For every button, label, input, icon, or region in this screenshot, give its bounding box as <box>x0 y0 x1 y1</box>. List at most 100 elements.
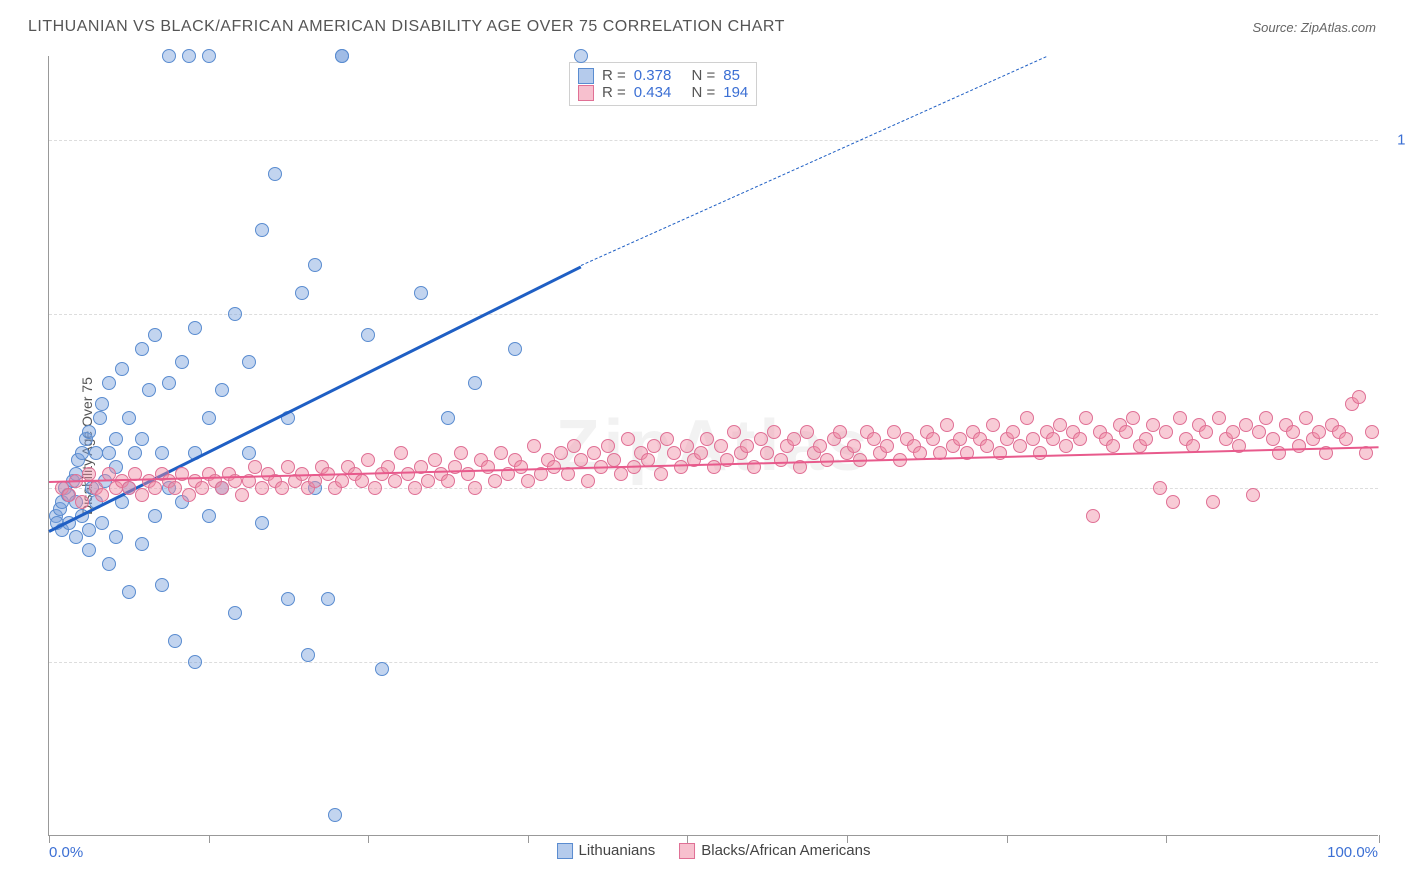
scatter-marker <box>168 634 182 648</box>
scatter-marker <box>1006 425 1020 439</box>
scatter-marker <box>494 446 508 460</box>
scatter-marker <box>667 446 681 460</box>
scatter-marker <box>1206 495 1220 509</box>
scatter-marker <box>787 432 801 446</box>
legend-item: Blacks/African Americans <box>679 842 870 859</box>
scatter-marker <box>242 355 256 369</box>
scatter-marker <box>1239 418 1253 432</box>
scatter-marker <box>441 411 455 425</box>
scatter-marker <box>82 467 96 481</box>
scatter-marker <box>694 446 708 460</box>
scatter-marker <box>248 460 262 474</box>
n-label: N = <box>691 84 715 101</box>
scatter-marker <box>162 376 176 390</box>
scatter-marker <box>1086 509 1100 523</box>
scatter-marker <box>255 516 269 530</box>
scatter-marker <box>335 49 349 63</box>
scatter-marker <box>554 446 568 460</box>
scatter-marker <box>1139 432 1153 446</box>
scatter-marker <box>375 662 389 676</box>
scatter-marker <box>242 446 256 460</box>
scatter-marker <box>587 446 601 460</box>
scatter-marker <box>647 439 661 453</box>
y-tick-label: 75.0% <box>1388 305 1406 322</box>
scatter-marker <box>1119 425 1133 439</box>
scatter-marker <box>1286 425 1300 439</box>
scatter-marker <box>1059 439 1073 453</box>
scatter-marker <box>760 446 774 460</box>
source-attribution: Source: ZipAtlas.com <box>1252 20 1376 35</box>
scatter-marker <box>508 342 522 356</box>
scatter-marker <box>1026 432 1040 446</box>
x-axis-max-label: 100.0% <box>1327 844 1378 861</box>
scatter-marker <box>115 362 129 376</box>
scatter-marker <box>308 258 322 272</box>
scatter-marker <box>155 578 169 592</box>
y-tick-label: 50.0% <box>1388 479 1406 496</box>
scatter-marker <box>202 509 216 523</box>
scatter-marker <box>887 425 901 439</box>
scatter-marker <box>321 592 335 606</box>
scatter-marker <box>148 481 162 495</box>
x-tick <box>1379 835 1380 843</box>
scatter-marker <box>527 439 541 453</box>
scatter-marker <box>388 474 402 488</box>
scatter-marker <box>195 481 209 495</box>
scatter-marker <box>215 481 229 495</box>
scatter-marker <box>767 425 781 439</box>
scatter-marker <box>607 453 621 467</box>
scatter-marker <box>182 488 196 502</box>
scatter-marker <box>953 432 967 446</box>
scatter-marker <box>361 453 375 467</box>
scatter-marker <box>122 585 136 599</box>
scatter-marker <box>727 425 741 439</box>
scatter-marker <box>102 446 116 460</box>
scatter-marker <box>1146 418 1160 432</box>
x-tick <box>368 835 369 843</box>
scatter-marker <box>774 453 788 467</box>
scatter-marker <box>128 446 142 460</box>
scatter-marker <box>1246 488 1260 502</box>
scatter-marker <box>674 460 688 474</box>
scatter-marker <box>135 342 149 356</box>
legend-item: Lithuanians <box>557 842 656 859</box>
scatter-marker <box>355 474 369 488</box>
x-tick <box>687 835 688 843</box>
scatter-marker <box>82 543 96 557</box>
r-label: R = <box>602 84 626 101</box>
scatter-marker <box>1033 446 1047 460</box>
stats-row: R = 0.434 N = 194 <box>578 84 748 101</box>
scatter-marker <box>255 481 269 495</box>
scatter-marker <box>481 460 495 474</box>
legend: Lithuanians Blacks/African Americans <box>557 842 871 859</box>
scatter-marker <box>1166 495 1180 509</box>
scatter-marker <box>335 474 349 488</box>
scatter-marker <box>75 446 89 460</box>
scatter-marker <box>940 418 954 432</box>
scatter-marker <box>1199 425 1213 439</box>
scatter-marker <box>1079 411 1093 425</box>
x-tick <box>1166 835 1167 843</box>
scatter-marker <box>421 474 435 488</box>
stats-row: R = 0.378 N = 85 <box>578 67 748 84</box>
x-tick <box>528 835 529 843</box>
legend-swatch-0 <box>557 843 573 859</box>
scatter-marker <box>281 460 295 474</box>
scatter-marker <box>95 397 109 411</box>
x-axis-min-label: 0.0% <box>49 844 83 861</box>
scatter-marker <box>301 648 315 662</box>
n-label: N = <box>691 67 715 84</box>
scatter-marker <box>414 286 428 300</box>
scatter-marker <box>102 376 116 390</box>
x-tick <box>1007 835 1008 843</box>
scatter-marker <box>368 481 382 495</box>
swatch-series-1 <box>578 85 594 101</box>
scatter-marker <box>401 467 415 481</box>
y-tick-label: 100.0% <box>1388 131 1406 148</box>
scatter-marker <box>328 808 342 822</box>
r-label: R = <box>602 67 626 84</box>
scatter-marker <box>82 425 96 439</box>
scatter-marker <box>680 439 694 453</box>
scatter-marker <box>614 467 628 481</box>
scatter-marker <box>235 488 249 502</box>
